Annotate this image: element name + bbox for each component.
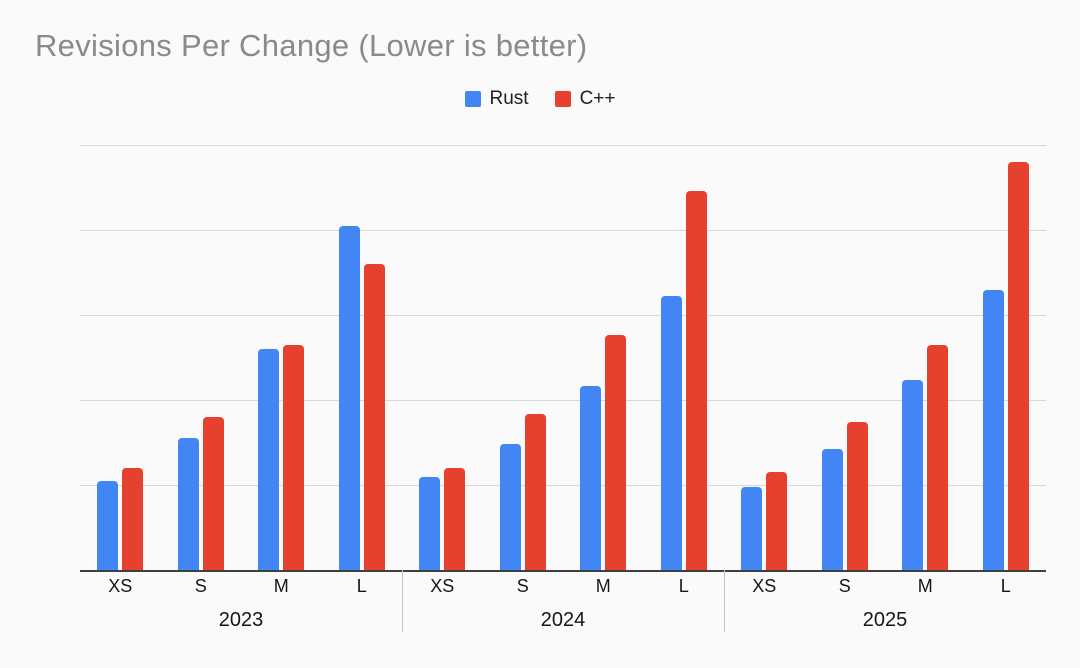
group-2024-xs (402, 145, 483, 570)
cpp-bar-2024-m (605, 335, 627, 570)
category-label-2023-s: S (194, 576, 207, 596)
bar-pair (322, 225, 403, 570)
gridline (80, 230, 1046, 231)
section-2024 (402, 145, 724, 570)
cpp-bar-2023-xs (122, 468, 144, 570)
group-2025-m (885, 145, 966, 570)
section-2023 (80, 145, 402, 570)
category-label-2025-xs: XS (752, 576, 777, 596)
category-labels-2023: XS S M L (80, 576, 402, 597)
group-2025-l (966, 145, 1047, 570)
category-labels-2024: XS S M L (402, 576, 724, 597)
gridline (80, 485, 1046, 486)
category-label-2024-s: S (516, 576, 529, 596)
category-label-2023-xs: XS (108, 576, 133, 596)
cpp-bar-2024-s (524, 413, 546, 570)
rust-bar-2023-xs (97, 480, 119, 570)
category-label-2024-xs: XS (430, 576, 455, 596)
rust-bar-2025-l (982, 290, 1004, 570)
group-2025-s (805, 145, 886, 570)
bars-layer (80, 145, 1046, 570)
chart-title: Revisions Per Change (Lower is better) (35, 28, 588, 63)
bar-pair (724, 472, 805, 570)
group-2024-l (644, 145, 725, 570)
category-labels-2025: XS S M L (724, 576, 1046, 597)
cpp-bar-2025-xs (766, 472, 788, 570)
category-label-2024-l: L (678, 576, 689, 596)
bar-pair (563, 335, 644, 570)
rust-bar-2023-s (177, 438, 199, 570)
legend-label-cpp: C++ (579, 88, 616, 109)
bar-pair (805, 422, 886, 570)
rust-bar-2025-m (902, 379, 924, 570)
group-2024-s (483, 145, 564, 570)
section-separator-2 (724, 570, 725, 632)
gridline (80, 400, 1046, 401)
cpp-bar-2025-s (846, 422, 868, 570)
bar-pair (161, 417, 242, 570)
rust-bar-2025-s (821, 449, 843, 570)
rust-bar-2023-l (338, 225, 360, 570)
group-2024-m (563, 145, 644, 570)
category-label-2025-m: M (917, 576, 933, 596)
year-label-2025: 2025 (862, 609, 908, 631)
rust-bar-2023-m (258, 349, 280, 570)
year-label-2023: 2023 (218, 609, 264, 631)
cpp-bar-2023-l (363, 264, 385, 570)
category-label-2025-s: S (838, 576, 851, 596)
legend-item-cpp: C++ (554, 88, 616, 110)
group-2025-xs (724, 145, 805, 570)
group-2023-m (241, 145, 322, 570)
section-2025 (724, 145, 1046, 570)
category-label-2023-m: M (273, 576, 289, 596)
bar-pair (644, 190, 725, 570)
rust-bar-2025-xs (741, 486, 763, 570)
year-label-2024: 2024 (540, 609, 586, 631)
category-axis: XS S M L XS S M L XS S M L (80, 576, 1046, 597)
bar-pair (80, 468, 161, 570)
bar-pair (966, 162, 1047, 570)
group-2023-l (322, 145, 403, 570)
cpp-bar-2023-m (283, 344, 305, 570)
bar-pair (885, 344, 966, 570)
cpp-bar-2025-m (927, 344, 949, 570)
legend-label-rust: Rust (489, 88, 529, 109)
rust-bar-2024-l (660, 296, 682, 570)
plot-area (80, 145, 1046, 572)
category-label-2024-m: M (595, 576, 611, 596)
cpp-bar-2025-l (1007, 162, 1029, 570)
rust-bar-2024-s (499, 444, 521, 570)
gridline (80, 145, 1046, 146)
group-2023-xs (80, 145, 161, 570)
group-axis: 2023 2024 2025 (80, 609, 1046, 632)
section-separator-1 (402, 570, 403, 632)
category-label-2025-l: L (1000, 576, 1011, 596)
bar-pair (402, 468, 483, 570)
cpp-bar-2023-s (202, 417, 224, 570)
rust-bar-2024-m (580, 385, 602, 570)
cpp-bar-2024-l (685, 190, 707, 570)
legend-item-rust: Rust (464, 88, 529, 110)
bar-pair (483, 413, 564, 570)
chart-legend: Rust C++ (0, 88, 1080, 110)
category-label-2023-l: L (356, 576, 367, 596)
gridline (80, 315, 1046, 316)
rust-series-swatch-icon (464, 91, 481, 107)
group-2023-s (161, 145, 242, 570)
cpp-bar-2024-xs (444, 468, 466, 570)
rust-bar-2024-xs (419, 476, 441, 570)
bar-pair (241, 344, 322, 570)
cpp-series-swatch-icon (554, 91, 571, 107)
